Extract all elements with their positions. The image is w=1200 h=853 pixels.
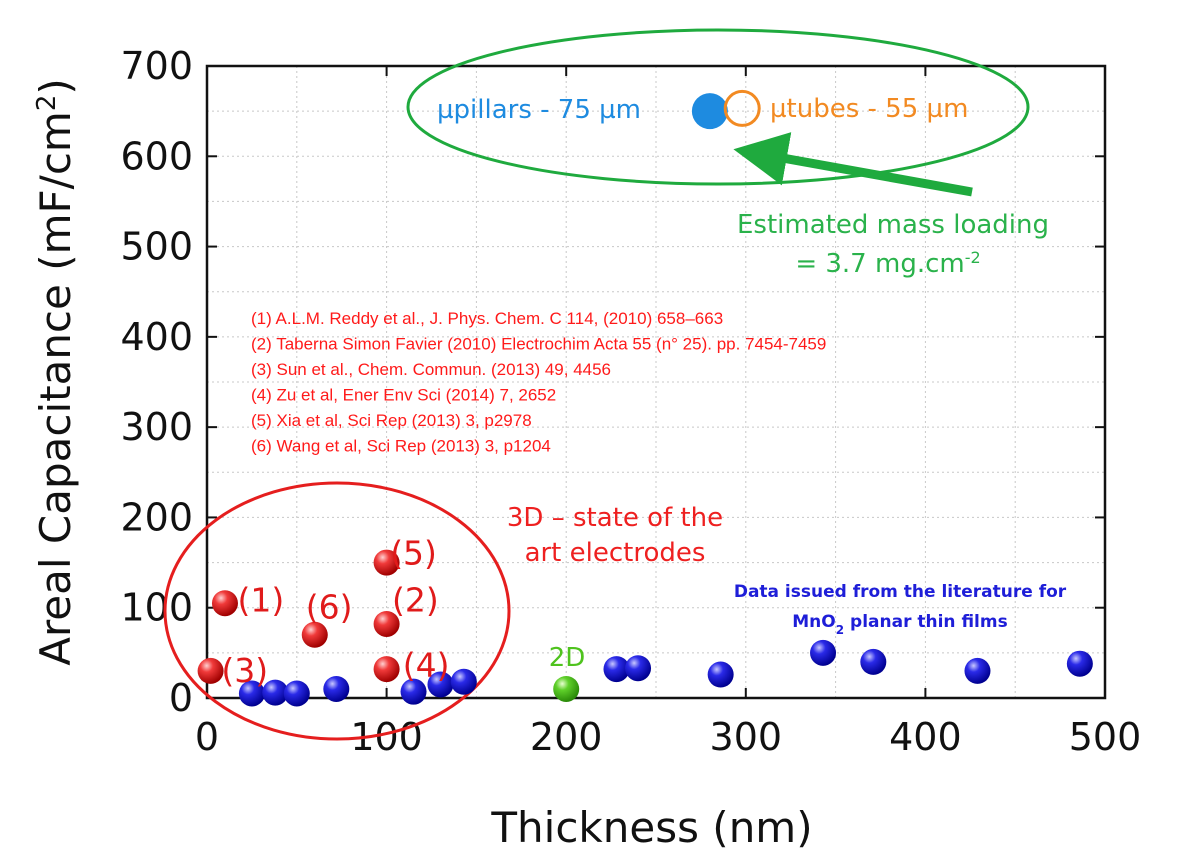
data-point bbox=[810, 639, 837, 666]
pillars-point bbox=[691, 93, 728, 130]
mass-loading-arrow bbox=[733, 132, 973, 197]
data-point bbox=[373, 656, 400, 683]
x-tick-label: 0 bbox=[195, 715, 219, 759]
point-label: (3) bbox=[221, 651, 268, 690]
reference-list: (1) A.L.M. Reddy et al., J. Phys. Chem. … bbox=[251, 309, 826, 456]
data-point bbox=[373, 549, 400, 576]
state-of-art-label-line1: 3D – state of the bbox=[507, 503, 723, 533]
state-of-art-label-line2: art electrodes bbox=[525, 538, 706, 568]
pillars-label: µpillars - 75 µm bbox=[437, 95, 641, 125]
data-point bbox=[323, 675, 350, 702]
y-axis-title-close: ) bbox=[31, 78, 80, 94]
mass-loading-value: = 3.7 mg.cm bbox=[795, 249, 964, 279]
x-tick-label: 300 bbox=[710, 715, 783, 759]
data-point bbox=[553, 675, 580, 702]
data-point bbox=[625, 655, 652, 682]
data-point bbox=[400, 678, 427, 705]
y-tick-label: 200 bbox=[120, 495, 193, 539]
data-point bbox=[707, 661, 734, 688]
plot-frame bbox=[205, 64, 1107, 700]
data-point bbox=[197, 657, 224, 684]
reference-item: (6) Wang et al, Sci Rep (2013) 3, p1204 bbox=[251, 437, 551, 456]
data-point bbox=[238, 680, 265, 707]
literature-label-line2: MnO2 planar thin films bbox=[792, 612, 1007, 637]
state-of-art-ellipse bbox=[163, 481, 511, 741]
mass-loading-exponent: -2 bbox=[965, 248, 981, 267]
x-tick-label: 200 bbox=[530, 715, 603, 759]
data-point bbox=[450, 668, 477, 695]
y-axis-title-main: Areal Capacitance (mF/cm bbox=[31, 111, 80, 666]
data-point bbox=[283, 680, 310, 707]
data-point bbox=[373, 610, 400, 637]
reference-item: (3) Sun et al., Chem. Commun. (2013) 49,… bbox=[251, 360, 611, 379]
y-tick-label: 300 bbox=[120, 405, 193, 449]
label-2d: 2D bbox=[549, 643, 586, 673]
mass-loading-line2: = 3.7 mg.cm-2 bbox=[795, 248, 980, 280]
data-point bbox=[1066, 650, 1093, 677]
y-axis-title: Areal Capacitance (mF/cm2) bbox=[31, 78, 80, 666]
x-tick-label: 500 bbox=[1069, 715, 1142, 759]
data-point bbox=[964, 657, 991, 684]
point-label: (1) bbox=[238, 580, 285, 619]
y-tick-label: 400 bbox=[120, 315, 193, 359]
point-label: (6) bbox=[306, 588, 353, 627]
data-point bbox=[427, 671, 454, 698]
reference-item: (1) A.L.M. Reddy et al., J. Phys. Chem. … bbox=[251, 309, 723, 328]
mass-loading-line1: Estimated mass loading bbox=[737, 210, 1049, 240]
pillars-tubes-ellipse bbox=[406, 28, 1030, 186]
x-axis-title: Thickness (nm) bbox=[490, 803, 812, 852]
y-tick-label: 500 bbox=[120, 225, 193, 269]
data-point bbox=[211, 590, 238, 617]
literature-label-rest: planar thin films bbox=[844, 612, 1008, 632]
grid bbox=[207, 66, 1105, 698]
x-tick-label: 400 bbox=[889, 715, 962, 759]
y-tick-label: 100 bbox=[120, 586, 193, 630]
y-tick-label: 700 bbox=[120, 44, 193, 88]
data-point bbox=[603, 656, 630, 683]
point-label: (5) bbox=[390, 534, 437, 573]
literature-label-line1: Data issued from the literature for bbox=[734, 582, 1067, 602]
data-point bbox=[860, 648, 887, 675]
tubes-point bbox=[723, 89, 761, 127]
point-label: (4) bbox=[403, 645, 450, 684]
tubes-label: µtubes - 55 µm bbox=[770, 94, 968, 124]
literature-label-sub: 2 bbox=[836, 623, 844, 637]
data-point bbox=[301, 621, 328, 648]
point-labels: (1) (6) (5) (2) (3) (4) bbox=[221, 534, 449, 690]
y-tick-label: 0 bbox=[169, 676, 193, 720]
y-tick-label: 600 bbox=[120, 134, 193, 178]
data-point bbox=[262, 679, 289, 706]
literature-label-mno: MnO bbox=[792, 612, 835, 632]
y-axis-title-sup: 2 bbox=[32, 95, 62, 112]
reference-item: (5) Xia et al, Sci Rep (2013) 3, p2978 bbox=[251, 411, 532, 430]
reference-item: (2) Taberna Simon Favier (2010) Electroc… bbox=[251, 335, 826, 354]
reference-item: (4) Zu et al, Ener Env Sci (2014) 7, 265… bbox=[251, 386, 556, 405]
point-label: (2) bbox=[392, 580, 439, 619]
data-points bbox=[197, 89, 1093, 707]
